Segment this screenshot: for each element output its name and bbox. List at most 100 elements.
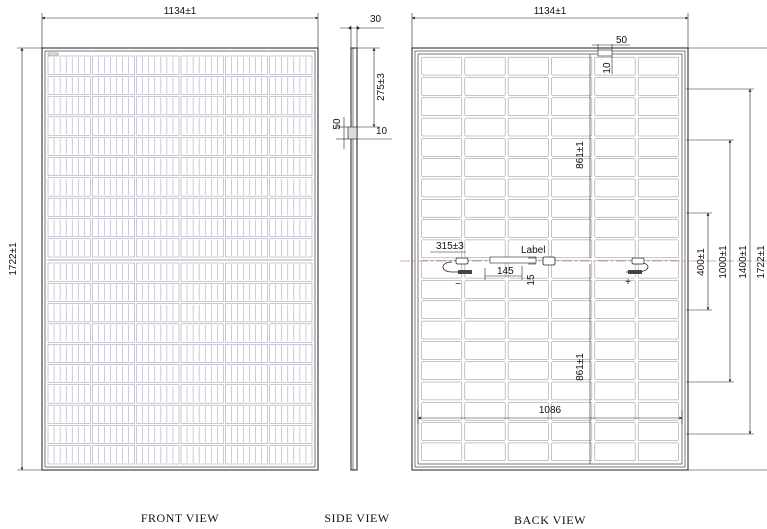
back-cell [464,138,506,157]
back-cell [551,77,593,96]
back-cell [464,300,506,319]
back-cell [637,402,679,421]
back-cell [421,199,463,218]
front-cell [47,76,91,95]
back-bracket-width-label: 50 [616,35,628,46]
back-cell [594,402,636,421]
back-cell [507,138,549,157]
back-cell [551,219,593,238]
back-cell [464,117,506,137]
front-cell [136,218,180,237]
back-cell [551,300,593,319]
front-cell [225,323,268,343]
front-cell [47,384,91,404]
front-cell [47,177,91,197]
front-cell [92,116,135,136]
back-cell [464,97,506,116]
back-cell [464,361,506,380]
back-cell [507,320,549,340]
back-cell [637,381,679,401]
back-view-caption: BACK VIEW [514,513,586,527]
back-cell [551,56,593,76]
front-cell [225,445,268,465]
back-cell [551,402,593,421]
back-cell [637,320,679,340]
front-cell [180,364,224,383]
back-cable-length-label: 315±3 [436,241,464,252]
front-cell [269,218,313,237]
back-cell [594,178,636,198]
back-cell [421,280,463,299]
back-cell [551,138,593,157]
front-cell [225,364,268,383]
back-cell [594,259,636,279]
back-cell [637,280,679,299]
back-cell [464,178,506,198]
back-panel-frame [411,47,689,471]
back-cell [507,300,549,319]
front-cell [136,262,180,282]
front-cell [136,116,180,136]
front-cell [269,425,313,444]
back-cell [594,239,636,259]
back-cell [421,56,463,76]
back-view: 1134±1 50 10 861±1 861±1 315±3 − Label [400,6,767,527]
front-cell [47,136,91,156]
side-box-height-label: 50 [332,118,343,130]
back-cell [594,219,636,238]
front-cell [92,364,135,383]
side-panel-profile [350,47,358,471]
front-cell [269,283,313,302]
back-cell [594,361,636,380]
back-box-height-label: 15 [526,274,537,286]
back-cell [637,77,679,96]
back-cell [421,117,463,137]
front-view: 1134±1 1722±1 FRONT VIEW [8,6,319,525]
back-cell [594,300,636,319]
front-cell [47,364,91,383]
front-cell [136,445,180,465]
back-cell [594,422,636,441]
back-cell [421,381,463,401]
back-cell [594,280,636,299]
front-cell [269,404,313,424]
back-cell [594,341,636,360]
front-cell [269,116,313,136]
back-cell [637,117,679,137]
back-cell [507,341,549,360]
front-cell [180,303,224,323]
back-cell [464,56,506,76]
front-cell-grid [47,55,313,465]
front-cell [269,303,313,323]
back-box-offset-label: 145 [497,266,514,277]
front-cell [269,364,313,383]
front-cell [136,76,180,95]
back-cell [637,178,679,198]
back-cell [551,381,593,401]
back-cell [551,97,593,116]
front-cell [136,364,180,383]
back-cell [551,158,593,177]
front-cell [47,96,91,116]
front-cell [269,76,313,95]
front-cell [269,136,313,156]
back-inner-width-label: 1086 [539,405,562,416]
front-cell [136,136,180,156]
back-cell [594,158,636,177]
back-lower-section-label: 861±1 [575,353,586,381]
back-cell [507,56,549,76]
front-cell [136,177,180,197]
back-top-bracket [597,49,613,57]
front-cell [180,404,224,424]
front-cell [225,262,268,282]
back-cell [551,117,593,137]
front-cell [92,323,135,343]
front-cell [180,384,224,404]
back-cell [637,97,679,116]
front-cell [225,55,268,75]
back-label-plate [489,256,537,264]
side-view: 30 275±3 10 50 SIDE VIEW [324,14,392,525]
front-cell [136,197,180,217]
back-cell [507,422,549,441]
